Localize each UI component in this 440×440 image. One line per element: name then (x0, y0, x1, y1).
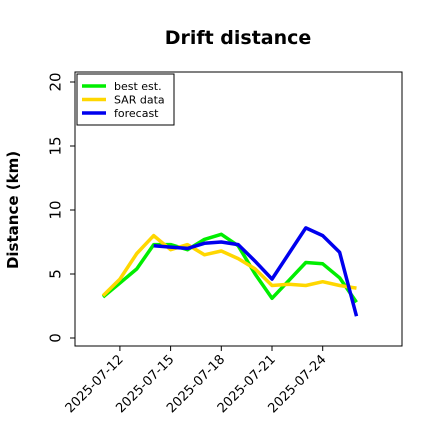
y-axis-label: Distance (km) (4, 151, 22, 269)
y-tick-label: 5 (46, 269, 64, 279)
legend-label: SAR data (114, 94, 165, 107)
chart-title: Drift distance (165, 27, 312, 49)
legend-label: best est. (114, 80, 162, 93)
plot-frame (74, 71, 403, 347)
y-tick-label: 20 (46, 72, 64, 91)
y-tick-label: 10 (46, 200, 64, 219)
series-line-sar-data (101, 233, 357, 298)
series-line-best-est (101, 232, 358, 304)
plot-area (101, 226, 359, 317)
legend-label: forecast (114, 107, 159, 120)
y-tick-label: 0 (46, 333, 64, 343)
y-tick-label: 15 (46, 136, 64, 155)
series-line-forecast (153, 226, 359, 317)
